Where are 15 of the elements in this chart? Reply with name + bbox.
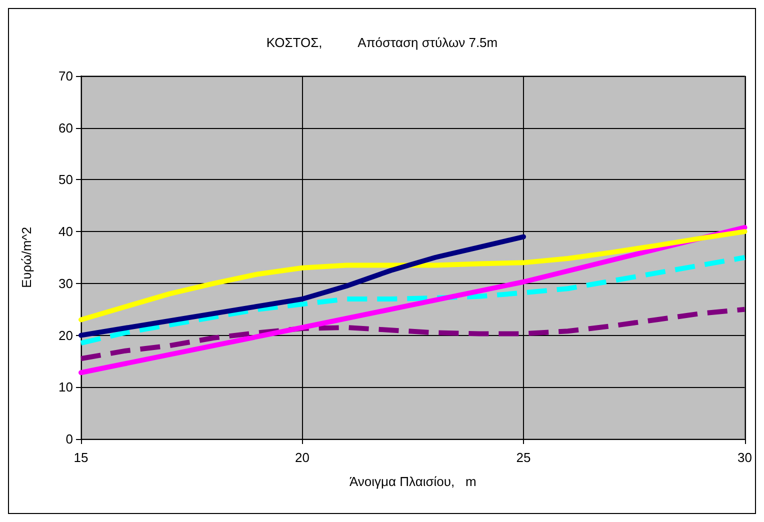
y-tick-label: 10	[58, 380, 73, 395]
x-tick-label: 25	[516, 450, 531, 465]
y-tick-label: 40	[58, 224, 73, 240]
x-tick-label: 20	[295, 450, 310, 465]
x-tick-label: 15	[74, 450, 88, 465]
y-tick-label: 0	[66, 432, 73, 446]
x-axis-title: Άνοιγμα Πλαισίου, m	[349, 474, 476, 489]
y-axis-title: Ευρώ/m^2	[19, 226, 34, 288]
y-tick-label: 60	[58, 120, 73, 136]
y-tick-label: 50	[58, 172, 73, 188]
y-tick-label: 20	[58, 328, 73, 343]
x-tick-label: 30	[738, 450, 752, 465]
chart-title: ΚΟΣΤΟΣ, Απόσταση στύλων 7.5m	[266, 35, 498, 50]
y-tick-label: 30	[58, 276, 73, 291]
y-tick-label: 70	[58, 68, 73, 84]
